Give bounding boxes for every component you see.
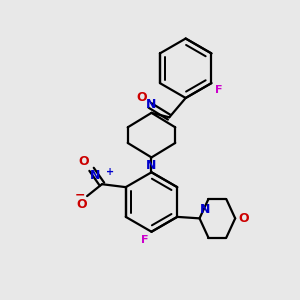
Text: +: + xyxy=(106,167,115,177)
Text: O: O xyxy=(239,212,249,225)
Text: F: F xyxy=(215,85,223,94)
Text: O: O xyxy=(79,155,89,168)
Text: N: N xyxy=(200,203,211,216)
Text: −: − xyxy=(74,188,85,201)
Text: N: N xyxy=(146,98,157,111)
Text: O: O xyxy=(76,198,86,212)
Text: N: N xyxy=(90,169,101,182)
Text: N: N xyxy=(146,159,157,172)
Text: O: O xyxy=(136,91,147,104)
Text: F: F xyxy=(141,235,148,245)
